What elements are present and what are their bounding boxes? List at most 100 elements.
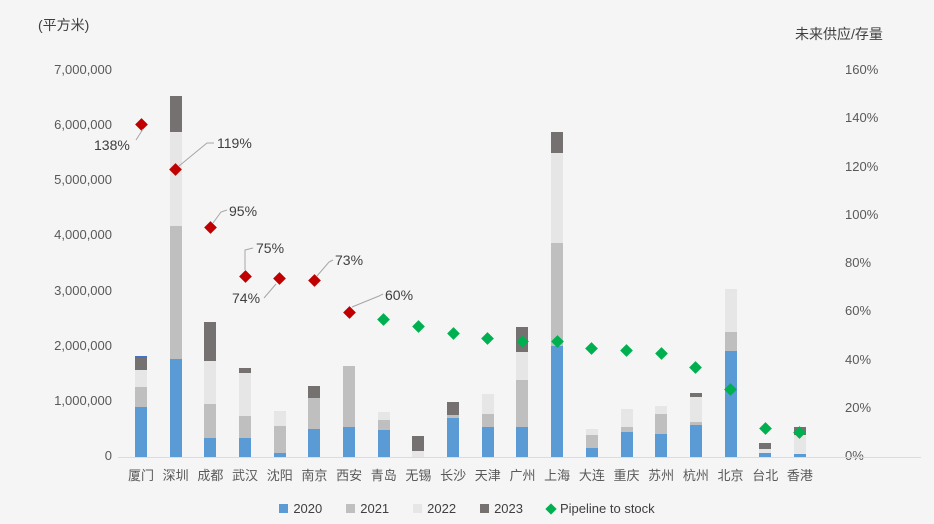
bar-segment-2020: [620, 432, 633, 457]
bar-segment-2022: [204, 361, 217, 405]
legend: 2020 2021 2022 2023 Pipeline to stock: [0, 501, 934, 516]
square-marker-icon: [413, 504, 423, 513]
bar-segment-2020: [655, 434, 668, 457]
bar-segment-2020: [377, 429, 390, 457]
bar-segment-2021: [308, 398, 321, 430]
bar-segment-2022: [620, 409, 633, 428]
pipeline-data-label: 74%: [232, 290, 261, 306]
bar-segment-2023: [135, 357, 147, 370]
pipeline-point: [412, 320, 425, 334]
bar-segment-2023: [551, 131, 564, 153]
bar-segment-2021: [551, 242, 564, 347]
pipeline-data-label: 60%: [385, 287, 414, 303]
x-axis-label: 长沙: [440, 468, 467, 483]
leader-line: [316, 259, 334, 277]
x-axis-label: 西安: [336, 468, 363, 483]
bar-segment-2022: [551, 152, 564, 243]
bar-segment-2021: [585, 434, 598, 449]
x-axis-label: 南京: [301, 468, 328, 483]
right-axis-tick: 20%: [845, 399, 872, 415]
x-axis-label: 大连: [578, 468, 605, 483]
bar-segment-2022: [759, 448, 772, 454]
bar-segment-2020: [585, 448, 598, 457]
leader-line: [212, 209, 228, 224]
bar-segment-2022: [585, 429, 598, 435]
bar-segment-2022: [724, 288, 737, 333]
bar-segment-2020: [516, 426, 529, 457]
bar-segment-2023: [759, 442, 772, 449]
bar-segment-2020: [724, 350, 737, 457]
bar-segment-2023: [412, 436, 425, 451]
pipeline-point: [654, 346, 668, 360]
x-axis-label: 深圳: [162, 468, 189, 483]
bar-segment-2021: [724, 332, 737, 351]
bar-segment-2020: [169, 358, 182, 457]
pipeline-point: [203, 221, 217, 235]
bar-segment-2021: [343, 366, 356, 428]
leader-line: [135, 128, 144, 141]
left-axis-tick: 1,000,000: [54, 392, 112, 408]
bar-segment-2020: [759, 453, 772, 457]
bar-segment-2021: [447, 415, 460, 419]
leader-line: [351, 293, 384, 308]
left-axis-tick: 0: [104, 448, 112, 463]
x-axis-label: 杭州: [682, 468, 709, 483]
right-axis-tick: 160%: [845, 62, 879, 77]
bar-segment-2021: [516, 379, 529, 427]
bar-segment-2021: [689, 421, 702, 425]
bar-segment-2022: [239, 373, 252, 416]
square-marker-icon: [346, 504, 356, 513]
bar-segment-2020: [551, 346, 564, 457]
bar-segment-2020: [239, 438, 252, 457]
right-axis-tick: 100%: [845, 206, 879, 222]
pipeline-data-label: 95%: [229, 203, 258, 219]
x-axis-label: 重庆: [613, 468, 640, 483]
legend-label: 2023: [494, 501, 523, 516]
bar-segment-2023: [239, 368, 252, 374]
left-axis-tick: 7,000,000: [54, 62, 112, 78]
pipeline-point: [620, 344, 633, 358]
bar-segment-2021: [239, 415, 252, 439]
bar-segment-2020: [308, 429, 321, 457]
legend-item-2020: 2020: [279, 501, 322, 516]
pipeline-point: [481, 332, 495, 346]
x-axis-label: 武汉: [232, 468, 259, 483]
bar-segment-2022: [655, 405, 668, 414]
bar-segment-2022: [135, 369, 147, 387]
x-axis-line: [118, 457, 921, 458]
bar-segment-2022: [169, 132, 182, 226]
x-axis-label: 成都: [197, 468, 224, 483]
bar-segment-2023: [169, 95, 182, 133]
right-axis-tick: 0%: [845, 448, 864, 463]
leader-line: [178, 142, 214, 167]
diamond-marker-icon: [545, 502, 557, 515]
bar-segment-2021: [481, 413, 494, 428]
bar-segment-2023: [308, 386, 321, 398]
bar-segment-2020: [343, 427, 356, 457]
leader-line: [244, 247, 254, 270]
pipeline-point: [308, 274, 321, 288]
x-axis-label: 沈阳: [266, 468, 293, 483]
x-axis-label: 天津: [474, 468, 501, 483]
pipeline-point: [446, 327, 460, 341]
bar-segment-2021: [273, 426, 286, 454]
pipeline-point: [273, 272, 287, 285]
right-axis-title: 未来供应/存量: [795, 26, 883, 42]
bar-segment-2021: [169, 225, 182, 359]
pipeline-data-label: 119%: [217, 135, 252, 151]
x-axis-label: 青岛: [370, 468, 397, 483]
right-axis-tick: 60%: [845, 303, 872, 319]
left-axis-tick: 4,000,000: [54, 227, 112, 243]
bar-segment-2020: [793, 454, 806, 457]
bar-segment-2022: [377, 411, 390, 420]
bar-segment-2022: [516, 352, 529, 380]
leader-line: [263, 283, 277, 299]
left-axis-title: (平方米): [38, 17, 90, 33]
pipeline-point: [689, 361, 703, 375]
bar-segment-2020: [481, 427, 494, 457]
legend-item-2021: 2021: [346, 501, 389, 516]
bar-segment-2020: [689, 425, 702, 457]
pipeline-data-label: 138%: [94, 137, 130, 153]
x-axis-label: 广州: [509, 468, 536, 483]
